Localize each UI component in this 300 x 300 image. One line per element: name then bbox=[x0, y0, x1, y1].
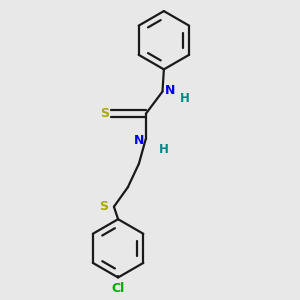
Text: H: H bbox=[180, 92, 190, 105]
Text: H: H bbox=[159, 143, 169, 156]
Text: N: N bbox=[134, 134, 145, 147]
Text: Cl: Cl bbox=[112, 282, 125, 295]
Text: S: S bbox=[99, 200, 108, 213]
Text: N: N bbox=[165, 84, 175, 97]
Text: S: S bbox=[100, 107, 109, 120]
